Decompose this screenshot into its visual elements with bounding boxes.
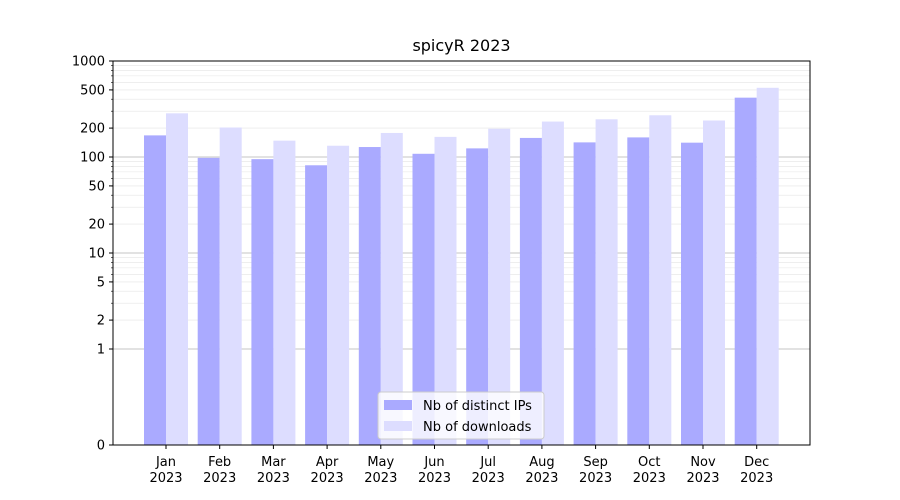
y-tick-label: 500 [80,83,105,98]
bar-downloads-oct [649,115,672,446]
bar-downloads-jul [488,128,511,445]
y-axis: 0 1 2 5 10 20 50 100 200 500 1000 [72,55,113,454]
legend-swatch-downloads [384,421,412,431]
x-tick-label-year: 2023 [364,471,397,486]
bar-downloads-aug [541,121,564,446]
x-tick-label-month: Sep [583,455,608,470]
bar-downloads-apr [327,145,350,446]
bar-distinct-ips-apr [305,165,328,445]
x-tick-label-month: Feb [208,455,231,470]
bar-downloads-mar [273,140,296,445]
x-tick-label-month: Jan [155,455,176,470]
bar-distinct-ips-jan [144,135,166,446]
bar-downloads-feb [219,127,242,445]
bar-distinct-ips-nov [681,142,703,445]
bar-downloads-jan [166,113,188,445]
bar-distinct-ips-sep [573,142,596,446]
x-tick-label-year: 2023 [740,471,773,486]
legend-label-distinct-ips: Nb of distinct IPs [423,399,532,414]
x-tick-label-year: 2023 [257,471,290,486]
bar-downloads-may [380,132,403,445]
x-tick-label-month: Apr [316,455,339,470]
y-tick-label: 1000 [72,55,105,70]
x-tick-label-month: Aug [529,455,554,470]
x-tick-label-year: 2023 [311,471,344,486]
y-tick-label: 10 [88,247,105,262]
bar-distinct-ips-aug [519,137,542,445]
y-tick-label: 200 [80,122,105,137]
bar-downloads-sep [595,119,618,446]
x-tick-label-year: 2023 [149,471,182,486]
bar-downloads-dec [756,87,779,445]
x-tick-label-month: Dec [744,455,769,470]
x-tick-label-month: May [367,455,394,470]
x-tick-label-year: 2023 [418,471,451,486]
bar-distinct-ips-mar [251,159,274,445]
y-tick-label: 20 [88,218,105,233]
x-tick-label-year: 2023 [472,471,505,486]
bar-distinct-ips-dec [734,97,757,445]
bar-distinct-ips-jun [412,153,435,445]
bar-downloads-jun [434,136,457,445]
bar-distinct-ips-feb [197,157,220,446]
bars [144,87,779,446]
y-tick-label: 100 [80,151,105,166]
x-axis: Jan2023Feb2023Mar2023Apr2023May2023Jun20… [149,445,773,486]
x-tick-label-year: 2023 [686,471,719,486]
legend: Nb of distinct IPs Nb of downloads [377,391,545,440]
y-tick-label: 2 [97,314,105,329]
y-tick-label: 5 [97,275,105,290]
y-tick-label: 0 [97,439,105,454]
bar-downloads-nov [703,120,725,445]
x-tick-label-month: Jun [423,455,444,470]
bar-distinct-ips-oct [627,137,650,445]
x-tick-label-year: 2023 [579,471,612,486]
bar-distinct-ips-may [358,147,381,445]
x-tick-label-year: 2023 [525,471,558,486]
y-tick-label: 50 [88,179,105,194]
legend-label-downloads: Nb of downloads [423,420,532,435]
legend-swatch-distinct-ips [384,400,412,410]
x-tick-label-month: Oct [638,455,660,470]
x-tick-label-month: Mar [261,455,286,470]
x-tick-label-year: 2023 [203,471,236,486]
x-tick-label-year: 2023 [633,471,666,486]
x-tick-label-month: Jul [479,455,496,470]
bar-distinct-ips-jul [466,148,489,445]
chart-title: spicyR 2023 [412,36,510,55]
x-tick-label-month: Nov [690,455,716,470]
legend-box [377,391,545,440]
y-tick-label: 1 [97,343,105,358]
